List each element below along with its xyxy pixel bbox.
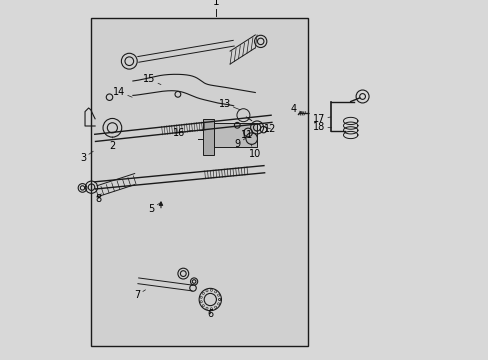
Text: 2: 2	[109, 137, 115, 151]
Text: 16: 16	[172, 128, 192, 138]
Text: 5: 5	[148, 202, 161, 214]
Bar	[203, 119, 213, 155]
Text: 1: 1	[212, 0, 219, 7]
Bar	[91, 18, 307, 346]
Text: 12: 12	[263, 124, 276, 134]
Bar	[213, 123, 257, 147]
Text: 7: 7	[134, 290, 145, 300]
Text: 17: 17	[312, 114, 330, 124]
Text: 6: 6	[207, 309, 213, 319]
Text: 13: 13	[218, 99, 240, 110]
Text: 9: 9	[234, 138, 245, 149]
Text: 15: 15	[142, 74, 161, 85]
Text: 8: 8	[96, 194, 102, 204]
Text: 4: 4	[290, 104, 302, 114]
Text: 10: 10	[248, 144, 261, 159]
Text: 14: 14	[113, 87, 132, 97]
Text: 18: 18	[312, 122, 331, 132]
Text: 3: 3	[80, 151, 93, 163]
Text: 11: 11	[241, 130, 257, 140]
